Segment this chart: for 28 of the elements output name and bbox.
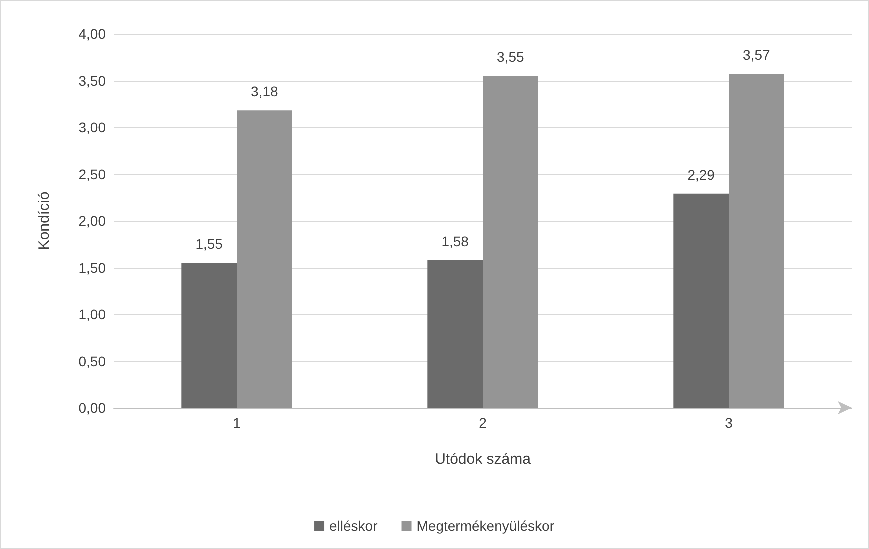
data-label: 1,58 (442, 233, 470, 250)
y-tick-label: 0,50 (78, 353, 106, 370)
data-label: 2,29 (688, 166, 716, 183)
data-label: 3,55 (497, 49, 525, 66)
y-tick-label: 3,50 (78, 72, 106, 89)
y-tick-label: 1,00 (78, 306, 106, 322)
bar (237, 110, 292, 408)
data-label: 1,55 (196, 236, 224, 252)
y-tick-label: 0,00 (78, 400, 106, 416)
y-tick-label: 3,00 (78, 120, 106, 136)
y-tick-label: 2,00 (78, 213, 106, 229)
bar (428, 260, 483, 408)
x-tick-label: 3 (725, 415, 734, 431)
legend-label: elléskor (330, 518, 378, 534)
data-label: 3,57 (743, 47, 771, 64)
bar (729, 74, 784, 408)
x-tick-label: 2 (479, 415, 488, 431)
bar (182, 263, 237, 408)
bar (674, 194, 729, 408)
x-tick-label: 1 (233, 415, 242, 431)
bar (483, 76, 538, 408)
y-tick-label: 1,50 (78, 260, 106, 276)
y-tick-label: 4,00 (78, 26, 106, 42)
x-axis-title: Utódok száma (435, 451, 532, 468)
y-tick-label: 2,50 (78, 166, 106, 182)
y-axis-title: Kondíció (36, 192, 53, 250)
data-label: 3,18 (251, 84, 279, 100)
legend-label: Megtermékenyüléskor (416, 518, 555, 534)
